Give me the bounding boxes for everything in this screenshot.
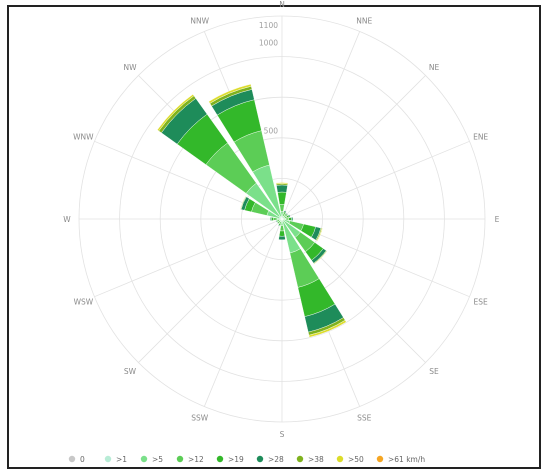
direction-label-e: E (495, 215, 500, 224)
legend-label-6: >38 (308, 455, 324, 464)
bar-s-series-5 (278, 235, 286, 241)
bar-n-series-7 (275, 182, 289, 185)
bar-n-series-3 (279, 204, 285, 212)
legend-swatch-6 (296, 455, 304, 463)
bar-wsw-series-5 (275, 220, 278, 223)
legend-swatch-4 (216, 455, 224, 463)
direction-label-w: W (63, 215, 71, 224)
direction-label-ne: NE (429, 63, 440, 72)
radial-tick-labels: 1100 1000 500 (259, 21, 278, 136)
bar-nnw-series-7 (208, 83, 252, 104)
legend-swatch-2 (140, 455, 148, 463)
legend-swatch-0 (68, 455, 76, 463)
bar-e-series-5 (291, 216, 294, 222)
bar-ssw-series-5 (277, 224, 281, 227)
grid-spoke-sw (138, 218, 283, 363)
direction-label-ese: ESE (474, 297, 488, 306)
legend-swatch-1 (104, 455, 112, 463)
direction-label-sse: SSE (357, 414, 372, 423)
legend-label-3: >12 (188, 455, 204, 464)
bar-ne-series-5 (285, 212, 289, 216)
bar-nne-series-5 (283, 210, 287, 213)
legend-label-4: >19 (228, 455, 244, 464)
bar-nw-series-7 (157, 94, 195, 132)
direction-label-n: N (279, 0, 285, 9)
legend-label-8: >61 km/h (388, 455, 425, 464)
bar-sw-series-5 (276, 222, 279, 225)
grid-spoke-ne (281, 75, 426, 220)
radial-tick-0: 1100 (259, 21, 278, 30)
bar-ese-series-7 (316, 228, 323, 242)
direction-label-wsw: WSW (74, 297, 94, 306)
legend-label-0: 0 (80, 455, 85, 464)
legend-swatch-3 (176, 455, 184, 463)
bar-n-series-5 (276, 184, 288, 193)
bar-e-series-4 (288, 217, 292, 221)
grid-spoke-ssw (203, 218, 283, 407)
direction-label-ssw: SSW (191, 414, 209, 423)
legend-swatch-5 (256, 455, 264, 463)
bar-s-series-3 (279, 225, 285, 232)
radial-tick-1: 1000 (259, 38, 278, 47)
wind-bars (157, 83, 347, 338)
radial-tick-2: 500 (264, 127, 279, 136)
bar-n-series-4 (277, 191, 287, 205)
direction-label-nnw: NNW (190, 16, 209, 25)
bar-wnw-series-7 (239, 195, 247, 210)
direction-label-wnw: WNW (73, 133, 94, 142)
bar-w-series-3 (273, 217, 278, 221)
grid-spoke-ene (281, 140, 470, 220)
direction-label-sw: SW (124, 367, 137, 376)
bar-s-series-4 (278, 230, 286, 237)
grid-spoke-wsw (94, 218, 283, 298)
direction-label-nne: NNE (356, 16, 372, 25)
bar-se-series-7 (313, 250, 328, 265)
direction-label-s: S (280, 430, 285, 439)
bar-w-series-4 (271, 217, 274, 221)
direction-label-ene: ENE (473, 133, 488, 142)
bar-ene-series-5 (288, 214, 291, 218)
legend-label-2: >5 (152, 455, 163, 464)
legend-swatch-7 (336, 455, 344, 463)
grid-spoke-nne (281, 31, 361, 220)
direction-labels: N NNE NE ENE E ESE SE SSE S SSW SW WSW W WNW NW NNW (63, 0, 499, 439)
direction-label-se: SE (429, 367, 439, 376)
legend-swatch-8 (376, 455, 384, 463)
chart-frame (7, 5, 541, 469)
legend-label-1: >1 (116, 455, 127, 464)
bar-sse-series-7 (308, 319, 347, 338)
legend-label-7: >50 (348, 455, 364, 464)
legend[interactable]: 0 >1 >5 >12 >19 >28 >38 >50 >61 km/h (68, 455, 426, 464)
direction-label-nw: NW (123, 63, 137, 72)
legend-label-5: >28 (268, 455, 284, 464)
bar-w-series-5 (270, 216, 272, 222)
